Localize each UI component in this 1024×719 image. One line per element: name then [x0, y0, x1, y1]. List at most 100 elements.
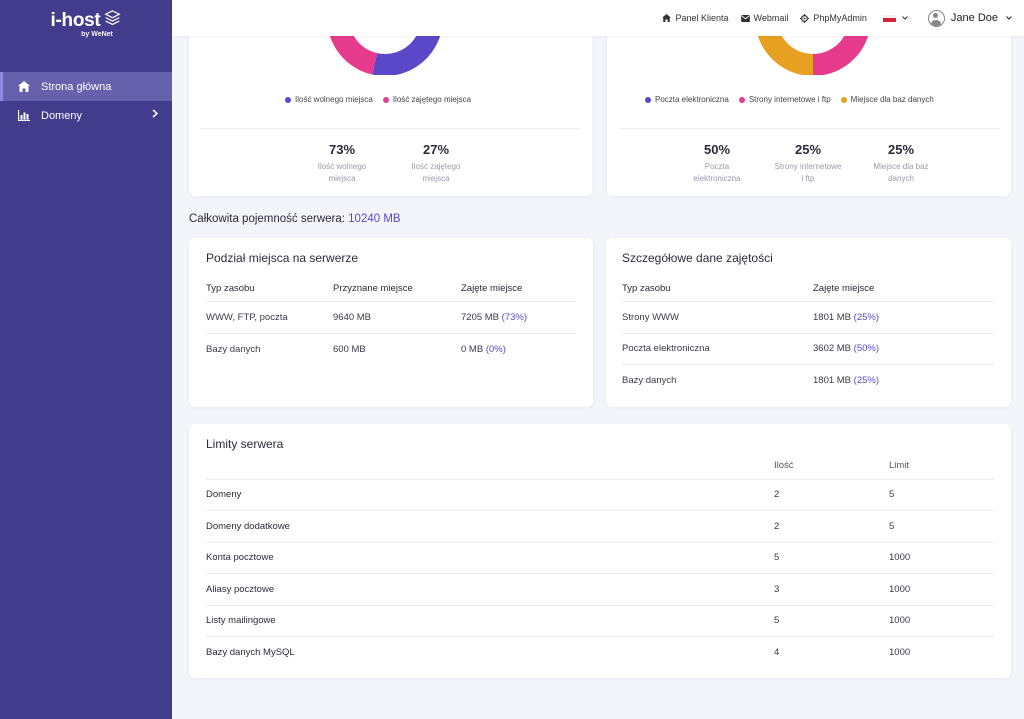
language-dropdown[interactable] — [879, 14, 908, 22]
usage-legend: Ilość wolnego miejsca Ilość zajętego mie… — [285, 95, 471, 104]
stat-label: Poczta elektroniczna — [693, 162, 741, 183]
brand-name: i-host — [50, 10, 101, 31]
gear-icon — [800, 13, 810, 23]
types-card: Poczta elektroniczna Strony internetowe … — [607, 20, 1011, 196]
table-row: Bazy danych MySQL 4 1000 — [206, 636, 994, 668]
legend-item-free: Ilość wolnego miejsca — [285, 95, 373, 104]
table-row: Bazy danych 600 MB 0 MB (0%) — [206, 332, 576, 365]
cell-type: Strony WWW — [622, 300, 813, 333]
webmail-link[interactable]: Webmail — [740, 13, 789, 23]
cell-used: 3602 MB (50%) — [813, 332, 994, 364]
used-percent: (25%) — [853, 311, 880, 323]
limits-table: Ilość Limit Domeny 2 5 Domeny dodatkowe … — [206, 452, 994, 668]
stat-free: 73% Ilość wolnego miejsca — [302, 142, 382, 185]
cell-limit: 5 — [889, 478, 994, 511]
server-capacity-label: Całkowita pojemność serwera: — [189, 213, 345, 225]
server-capacity-value: 10240 MB — [348, 213, 401, 225]
types-legend: Poczta elektroniczna Strony internetowe … — [645, 95, 934, 104]
stat-value: 27% — [422, 142, 450, 157]
cell-count: 5 — [774, 604, 889, 637]
panel-klienta-label: Panel Klienta — [675, 13, 729, 23]
allocation-table: Typ zasobu Przyznane miejsce Zajęte miej… — [206, 276, 576, 365]
table-row: Listy mailingowe 5 1000 — [206, 604, 994, 637]
chart-bar-icon — [18, 110, 30, 122]
used-percent: (73%) — [501, 311, 528, 323]
stat-www: 25% Strony internetowe i ftp — [768, 142, 848, 185]
cell-limit: 5 — [889, 510, 994, 542]
stat-label: Ilość wolnego miejsca — [317, 162, 367, 183]
cell-name: Listy mailingowe — [206, 604, 774, 637]
stat-db: 25% Miejsce dla baz danych — [861, 142, 941, 185]
col-header — [206, 452, 774, 479]
brand-sub: by WeNet — [81, 31, 113, 38]
cell-used: 7205 MB (73%) — [461, 300, 576, 333]
col-header: Typ zasobu — [622, 282, 671, 294]
col-header: Limit — [889, 459, 910, 471]
allocation-card: Podział miejsca na serwerze Typ zasobu P… — [189, 238, 593, 407]
divider — [619, 128, 999, 129]
stat-label: Ilość zajętego miejsca — [411, 162, 461, 183]
details-card: Szczegółowe dane zajętości Typ zasobu Za… — [606, 238, 1011, 407]
chevron-down-icon — [1006, 15, 1012, 22]
sidebar-item-domains[interactable]: Domeny — [0, 101, 172, 130]
legend-label: Ilość wolnego miejsca — [295, 95, 373, 104]
user-name: Jane Doe — [950, 12, 998, 24]
legend-label: Ilość zajętego miejsca — [392, 95, 472, 104]
phpmyadmin-link[interactable]: PhpMyAdmin — [800, 13, 867, 23]
cell-type: Poczta elektroniczna — [622, 332, 813, 364]
stat-mail: 50% Poczta elektroniczna — [677, 142, 757, 185]
allocation-title: Podział miejsca na serwerze — [206, 251, 359, 265]
col-header: Przyznane miejsce — [333, 282, 413, 294]
used-value: 7205 MB — [461, 311, 500, 323]
chevron-right-icon — [152, 109, 159, 121]
used-percent: (25%) — [853, 374, 880, 386]
cell-used: 0 MB (0%) — [461, 332, 576, 365]
sidebar-item-label: Strona główna — [41, 80, 112, 93]
server-icon — [104, 10, 122, 32]
used-value: 1801 MB — [813, 374, 852, 386]
used-value: 1801 MB — [813, 311, 852, 323]
table-row: Poczta elektroniczna 3602 MB (50%) — [622, 332, 994, 364]
home-icon — [18, 81, 30, 93]
logo[interactable]: i-host by WeNet — [0, 0, 172, 44]
table-row: WWW, FTP, poczta 9640 MB 7205 MB (73%) — [206, 300, 576, 333]
used-value: 0 MB — [461, 343, 484, 355]
cell-type: Bazy danych — [206, 332, 333, 365]
legend-item-www: Strony internetowe i ftp — [738, 95, 831, 104]
panel-klienta-link[interactable]: Panel Klienta — [662, 13, 729, 23]
cell-count: 2 — [774, 478, 889, 511]
col-header: Typ zasobu — [206, 282, 255, 294]
avatar-icon — [927, 9, 945, 27]
user-menu[interactable]: Jane Doe — [927, 9, 1012, 27]
table-row: Strony WWW 1801 MB (25%) — [622, 300, 994, 333]
stat-value: 25% — [794, 142, 822, 157]
cell-count: 4 — [774, 636, 889, 668]
cell-limit: 1000 — [889, 573, 994, 605]
topbar: Panel Klienta Webmail PhpMyAdmin Jane Do… — [172, 0, 1024, 36]
col-header: Zajęte miejsce — [461, 282, 523, 294]
used-value: 3602 MB — [813, 343, 852, 354]
details-table: Typ zasobu Zajęte miejsce Strony WWW 180… — [622, 276, 994, 396]
details-title: Szczegółowe dane zajętości — [622, 251, 773, 265]
webmail-label: Webmail — [753, 13, 789, 23]
col-header: Ilość — [774, 459, 794, 471]
sidebar-item-home[interactable]: Strona główna — [0, 72, 172, 101]
cell-limit: 1000 — [889, 636, 994, 668]
cell-count: 3 — [774, 573, 889, 605]
cell-name: Domeny dodatkowe — [206, 510, 774, 542]
legend-label: Miejsce dla baz danych — [850, 95, 934, 104]
cell-limit: 1000 — [889, 604, 994, 637]
home-icon — [662, 14, 672, 23]
divider — [201, 128, 580, 129]
table-row: Aliasy pocztowe 3 1000 — [206, 573, 994, 605]
legend-label: Poczta elektroniczna — [655, 95, 729, 104]
limits-title: Limity serwera — [206, 437, 284, 451]
table-row: Bazy danych 1801 MB (25%) — [622, 363, 994, 396]
legend-item-used: Ilość zajętego miejsca — [382, 95, 472, 104]
cell-used: 1801 MB (25%) — [813, 363, 994, 396]
table-row: Konta pocztowe 5 1000 — [206, 541, 994, 574]
cell-type: Bazy danych — [622, 363, 813, 396]
sidebar-nav: Strona główna Domeny — [0, 72, 172, 130]
cell-name: Aliasy pocztowe — [206, 573, 774, 605]
cell-type: WWW, FTP, poczta — [206, 300, 333, 333]
